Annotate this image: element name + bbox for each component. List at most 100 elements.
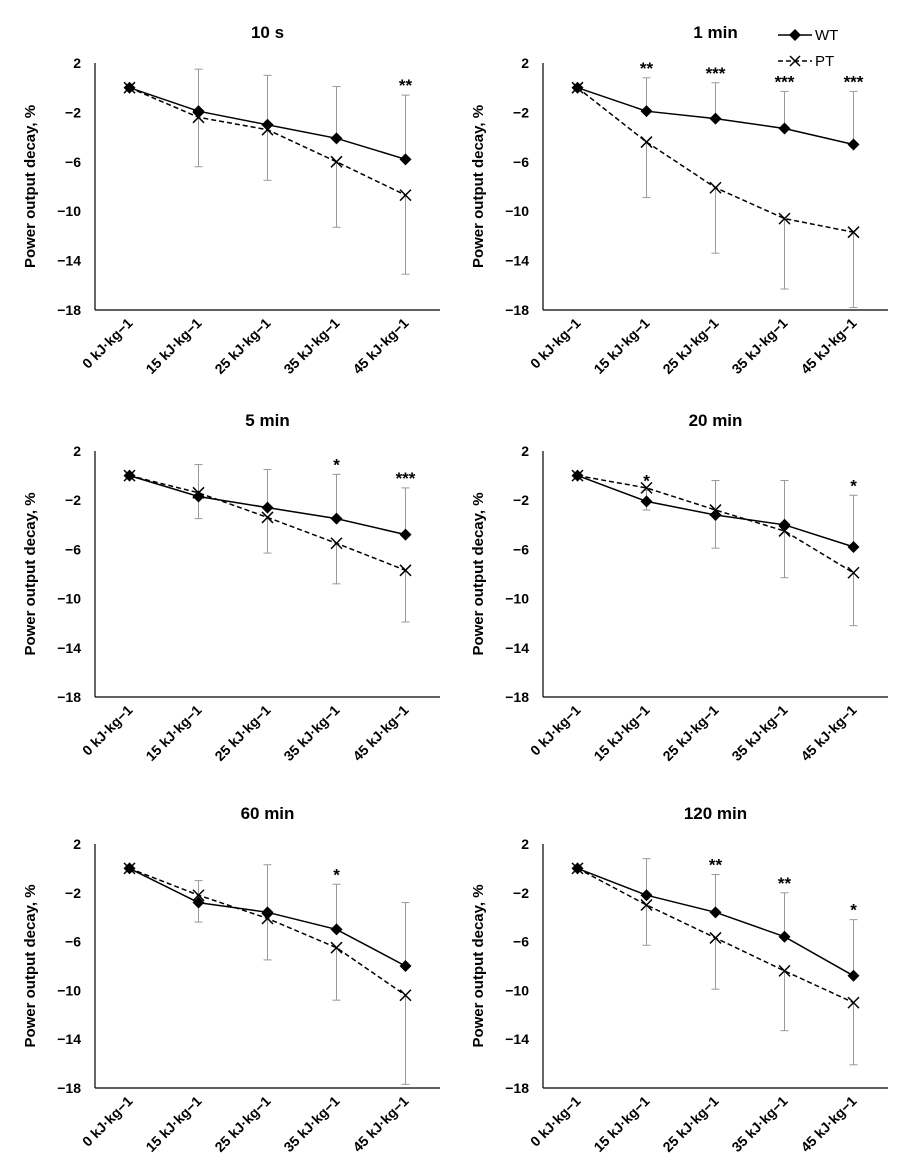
chart-panel: 20 min 2 −2 −6 −10 −14 −18 Power output decay, …	[470, 411, 888, 764]
chart-title: 10 s	[251, 23, 284, 42]
y-tick-label: −18	[505, 302, 529, 318]
y-tick-label: −10	[505, 203, 529, 219]
series-pt-point	[399, 189, 412, 202]
y-tick-label: −18	[505, 689, 529, 705]
x-tick-label: 15 kJ·kg−1	[590, 702, 652, 764]
y-tick-label: −6	[65, 154, 81, 170]
x-tick-label: 25 kJ·kg−1	[659, 315, 721, 377]
chart-panel: 1 min 2 −2 −6 −10 −14 −18 Power output decay, %…	[470, 23, 888, 377]
series-wt-point	[709, 112, 722, 125]
y-tick-label: −6	[513, 934, 529, 950]
y-axis-label: Power output decay, %	[470, 105, 487, 268]
y-tick-label: 2	[73, 55, 81, 71]
y-tick-label: 2	[73, 443, 81, 459]
series-wt-point	[847, 138, 860, 151]
x-tick-label: 25 kJ·kg−1	[659, 1093, 721, 1155]
y-tick-label: −2	[65, 104, 81, 120]
series-pt-point	[640, 136, 653, 149]
significance-marker: ***	[706, 64, 726, 83]
x-tick-label: 45 kJ·kg−1	[349, 315, 411, 377]
series-pt-point	[123, 862, 136, 875]
y-tick-label: −10	[57, 203, 81, 219]
y-tick-label: −18	[505, 1080, 529, 1096]
y-tick-label: −6	[65, 541, 81, 557]
x-tick-label: 0 kJ·kg−1	[527, 1093, 584, 1150]
y-tick-label: −14	[57, 1031, 81, 1047]
y-tick-label: −2	[513, 104, 529, 120]
y-axis-label: Power output decay, %	[22, 105, 39, 268]
significance-marker: *	[850, 476, 857, 495]
series-pt-point	[778, 524, 791, 537]
series-wt-point	[330, 132, 343, 145]
x-tick-label: 35 kJ·kg−1	[280, 1093, 342, 1155]
significance-marker: ***	[844, 72, 864, 91]
series-pt-point	[123, 81, 136, 94]
x-tick-label: 0 kJ·kg−1	[527, 315, 584, 372]
significance-marker: ***	[396, 469, 416, 488]
series-wt-point	[330, 512, 343, 525]
x-tick-label: 35 kJ·kg−1	[280, 315, 342, 377]
series-pt-point	[778, 964, 791, 977]
series-pt-point	[192, 111, 205, 124]
x-tick-label: 35 kJ·kg−1	[728, 315, 790, 377]
x-tick-label: 15 kJ·kg−1	[142, 1093, 204, 1155]
series-wt-point	[399, 528, 412, 541]
series-wt-point	[709, 906, 722, 919]
chart-panel: 5 min 2 −2 −6 −10 −14 −18 Power output decay, %…	[22, 411, 440, 764]
y-tick-label: 2	[521, 443, 529, 459]
series-pt-point	[192, 889, 205, 902]
significance-marker: *	[333, 865, 340, 884]
y-tick-label: −6	[513, 541, 529, 557]
chart-title: 5 min	[245, 411, 289, 430]
legend: WT PT	[778, 27, 838, 70]
x-tick-label: 45 kJ·kg−1	[797, 1093, 859, 1155]
x-tick-label: 25 kJ·kg−1	[211, 1093, 273, 1155]
x-tick-label: 25 kJ·kg−1	[211, 702, 273, 764]
series-pt-point	[709, 504, 722, 517]
significance-marker: **	[778, 874, 792, 893]
y-axis-label: Power output decay, %	[470, 884, 487, 1047]
series-pt-point	[399, 564, 412, 577]
significance-marker: *	[850, 901, 857, 920]
y-tick-label: −2	[65, 492, 81, 508]
series-wt-point	[640, 889, 653, 902]
series-wt-point	[640, 105, 653, 118]
x-tick-label: 0 kJ·kg−1	[79, 1093, 136, 1150]
series-pt-point	[640, 898, 653, 912]
y-tick-label: −18	[57, 302, 81, 318]
series-pt-point	[847, 566, 860, 579]
series-pt-point	[330, 537, 343, 550]
chart-panel: 120 min 2 −2 −6 −10 −14 −18 Power output decay,…	[470, 804, 888, 1155]
y-tick-label: 2	[521, 55, 529, 71]
y-tick-label: −6	[513, 154, 529, 170]
series-wt-point	[330, 923, 343, 936]
series-pt-point	[261, 123, 274, 136]
series-pt-point	[330, 155, 343, 168]
x-tick-label: 15 kJ·kg−1	[590, 1093, 652, 1155]
x-tick-label: 35 kJ·kg−1	[728, 702, 790, 764]
x-tick-label: 25 kJ·kg−1	[211, 315, 273, 377]
x-tick-label: 35 kJ·kg−1	[728, 1093, 790, 1155]
y-tick-label: −2	[65, 885, 81, 901]
x-tick-label: 15 kJ·kg−1	[142, 702, 204, 764]
y-tick-label: −14	[57, 640, 81, 656]
chart-title: 20 min	[689, 411, 743, 430]
y-tick-label: −10	[57, 591, 81, 607]
series-wt-point	[778, 930, 791, 943]
x-tick-label: 45 kJ·kg−1	[797, 315, 859, 377]
series-wt-point	[847, 540, 860, 553]
y-axis-label: Power output decay, %	[22, 492, 39, 655]
significance-marker: *	[333, 455, 340, 474]
x-tick-label: 45 kJ·kg−1	[797, 702, 859, 764]
y-tick-label: −14	[505, 1031, 529, 1047]
legend-wt-label: WT	[815, 27, 838, 44]
chart-title: 120 min	[684, 804, 747, 823]
series-wt-point	[192, 105, 205, 118]
significance-marker: **	[709, 856, 723, 875]
series-wt-point	[192, 896, 205, 909]
chart-title: 60 min	[241, 804, 295, 823]
chart-title: 1 min	[693, 23, 737, 42]
series-pt-point	[709, 931, 722, 944]
y-tick-label: −6	[65, 934, 81, 950]
y-tick-label: −10	[505, 982, 529, 998]
